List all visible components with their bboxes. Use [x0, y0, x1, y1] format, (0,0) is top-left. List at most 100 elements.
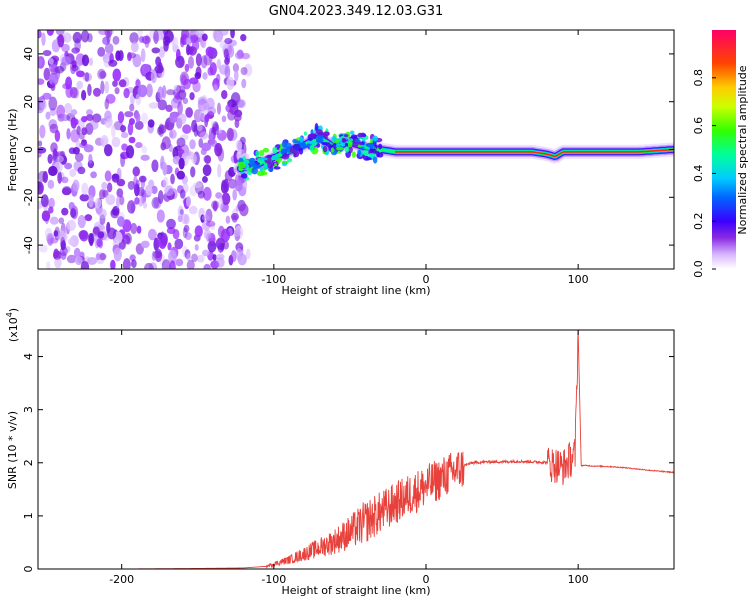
- noise-blob: [177, 205, 184, 219]
- noise-blob: [68, 238, 75, 246]
- noise-blob: [140, 154, 150, 161]
- noise-blob: [87, 232, 95, 245]
- noise-blob: [205, 220, 216, 227]
- noise-blob: [48, 57, 54, 65]
- noise-blob: [154, 248, 163, 262]
- noise-blob: [168, 249, 177, 264]
- noise-blob: [96, 238, 103, 248]
- noise-blob: [117, 111, 125, 124]
- noise-blob: [38, 244, 48, 253]
- noise-blob: [163, 30, 174, 43]
- noise-blob: [53, 250, 62, 261]
- noise-blob: [123, 87, 130, 99]
- noise-blob: [202, 186, 212, 201]
- ridge-blob: [368, 153, 377, 157]
- ridge-blob: [292, 143, 301, 151]
- y-tick-label: 3: [22, 406, 35, 413]
- noise-blob: [166, 89, 176, 96]
- noise-blob: [48, 96, 58, 111]
- noise-blob: [191, 119, 198, 133]
- noise-blob: [77, 214, 86, 229]
- noise-blob: [70, 118, 79, 126]
- spectrogram-y-label: Frequency (Hz): [6, 109, 19, 192]
- noise-blob: [157, 190, 164, 204]
- noise-blob: [160, 235, 168, 245]
- ridge-blob: [292, 138, 299, 144]
- noise-blob: [217, 242, 224, 253]
- x-tick-label: 0: [422, 273, 429, 286]
- noise-blob: [99, 189, 106, 200]
- ridge-blob: [343, 134, 349, 138]
- noise-blob: [62, 32, 72, 43]
- noise-blob: [148, 102, 159, 109]
- ridge-blob: [240, 173, 248, 179]
- noise-blob: [86, 109, 93, 116]
- y-tick-label: 1: [22, 512, 35, 519]
- noise-blob: [81, 89, 87, 101]
- noise-blob: [232, 188, 238, 201]
- noise-blob: [141, 145, 148, 154]
- noise-blob: [110, 259, 116, 269]
- ridge-blob: [308, 133, 317, 139]
- noise-blob: [165, 104, 173, 113]
- noise-blob: [183, 224, 190, 233]
- noise-blob: [58, 229, 68, 244]
- noise-blob: [107, 227, 117, 240]
- noise-blob: [138, 175, 147, 183]
- ridge-blob: [281, 162, 288, 167]
- ridge-blob: [280, 148, 288, 154]
- noise-blob: [216, 59, 222, 69]
- noise-blob: [66, 128, 71, 140]
- noise-blob: [128, 136, 136, 144]
- spectrogram-x-ticks: -200 -100 0 100: [109, 30, 589, 286]
- noise-blob: [205, 208, 213, 223]
- ridge-blob: [258, 149, 265, 157]
- noise-blob: [60, 240, 67, 251]
- ridge-blob: [361, 140, 365, 146]
- noise-blob: [196, 123, 203, 132]
- noise-blob: [38, 30, 42, 39]
- noise-blob: [71, 47, 80, 54]
- noise-blob: [42, 171, 49, 183]
- noise-blob: [202, 72, 208, 80]
- ridge-blob: [341, 137, 347, 143]
- noise-blob: [44, 213, 49, 225]
- noise-blob: [66, 254, 77, 264]
- noise-blob: [131, 259, 137, 269]
- noise-blob: [101, 181, 108, 190]
- noise-blob: [178, 157, 185, 170]
- noise-blob: [145, 185, 153, 196]
- noise-blob: [192, 181, 203, 189]
- noise-blob: [108, 59, 118, 67]
- ridge-blob: [267, 161, 273, 169]
- noise-blob: [104, 170, 112, 182]
- noise-blob: [48, 165, 58, 177]
- figure-title: GN04.2023.349.12.03.G31: [269, 4, 444, 19]
- noise-blob: [228, 178, 238, 189]
- ridge-blob: [251, 162, 257, 167]
- noise-blob: [203, 263, 211, 269]
- colorbar-tick-label: 0.2: [692, 212, 705, 230]
- noise-blob: [54, 226, 61, 241]
- noise-blob: [52, 148, 58, 161]
- noise-blob: [179, 189, 186, 199]
- noise-blob: [99, 70, 107, 79]
- ridge-blob: [361, 149, 370, 156]
- noise-blob: [233, 228, 241, 237]
- noise-blob: [201, 33, 208, 42]
- noise-blob: [120, 125, 127, 133]
- noise-blob: [104, 98, 110, 110]
- noise-blob: [137, 187, 145, 197]
- noise-blob: [224, 64, 231, 79]
- noise-blob: [137, 84, 148, 98]
- noise-blob: [49, 123, 59, 134]
- noise-blob: [157, 232, 164, 240]
- colorbar-tick-label: 0.4: [692, 165, 705, 183]
- snr-x-label: Height of straight line (km): [281, 584, 430, 597]
- noise-blob: [157, 61, 163, 73]
- ridge-blob: [372, 156, 378, 164]
- ridge-blob: [248, 157, 256, 163]
- noise-blob: [161, 259, 171, 269]
- noise-blob: [41, 213, 50, 221]
- noise-blob: [176, 137, 186, 148]
